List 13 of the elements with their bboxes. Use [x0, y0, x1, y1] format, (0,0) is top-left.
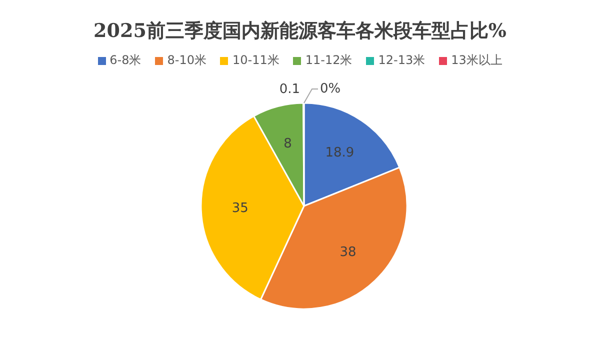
data-label: 8	[284, 136, 292, 152]
legend-label: 12-13米	[377, 52, 426, 69]
data-label: 35	[232, 200, 248, 216]
legend-label: 13米以上	[450, 52, 502, 69]
data-label: 0.1	[279, 82, 300, 97]
text: 0%	[320, 82, 341, 96]
data-label: 38	[340, 244, 356, 260]
legend-label: 6-8米	[108, 52, 142, 69]
chart-title: 2025前三季度国内新能源客车各米段车型占比%	[92, 19, 508, 44]
legend-label: 8-10米	[166, 52, 206, 69]
legend-label: 10-11米	[231, 52, 280, 69]
legend-label: 11-12米	[304, 52, 352, 69]
data-label: 18.9	[325, 146, 354, 161]
